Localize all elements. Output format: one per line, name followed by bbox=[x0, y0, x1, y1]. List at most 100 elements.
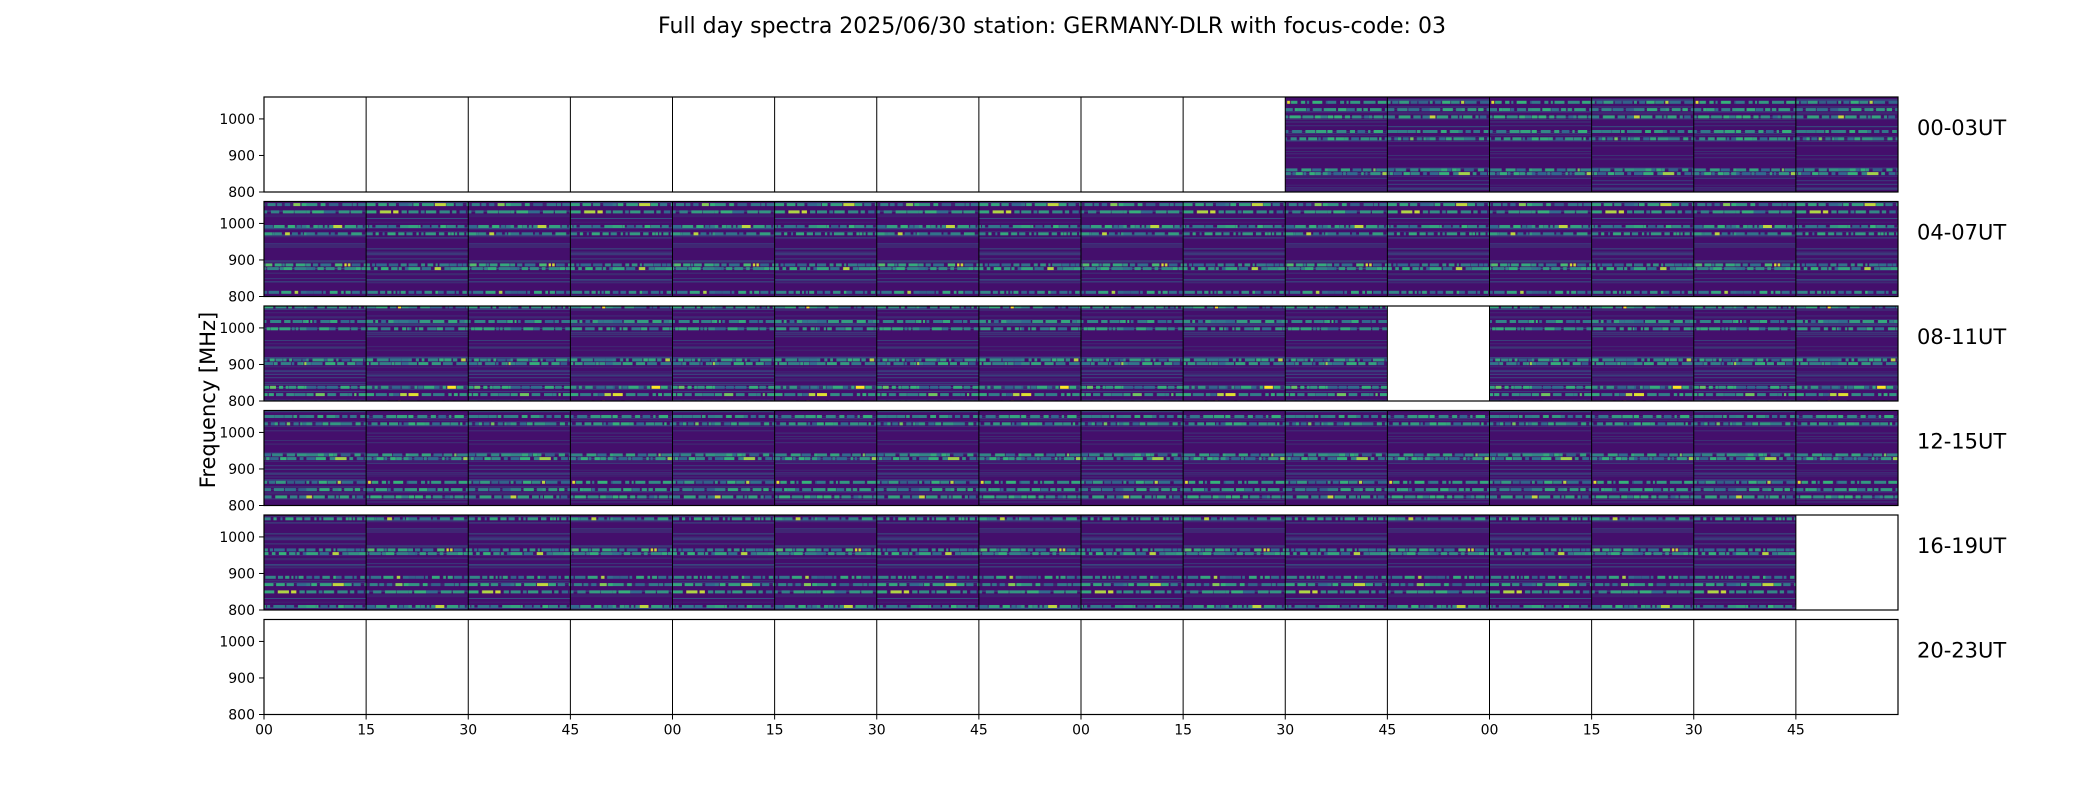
spectrogram-panel bbox=[366, 410, 469, 506]
spectrogram-panel bbox=[1693, 201, 1796, 297]
spectrogram-panel bbox=[570, 515, 673, 610]
spectrogram-panel bbox=[876, 201, 979, 297]
x-tick-label: 15 bbox=[1583, 723, 1601, 739]
spectrogram-panel bbox=[1591, 201, 1694, 297]
spectrogram-panel bbox=[978, 306, 1081, 401]
x-tick-label: 15 bbox=[357, 723, 375, 739]
spectra-row: 800 900 1000 04-07UT bbox=[219, 200, 2006, 306]
spectra-rows: 800 900 1000 00-03UT 800 900 1000 04-07UT 800 900… bbox=[219, 96, 2006, 724]
spectrogram-panel bbox=[774, 306, 877, 401]
spectrogram-panel bbox=[1081, 201, 1184, 297]
spectrogram-panel bbox=[1081, 306, 1184, 401]
y-tick-label: 900 bbox=[228, 148, 255, 164]
row-time-label: 08-11UT bbox=[1917, 325, 2006, 349]
spectrogram-panel bbox=[570, 306, 673, 401]
spectrogram-panel bbox=[1693, 97, 1796, 192]
spectrogram-panel bbox=[1489, 97, 1592, 192]
spectrogram-panel bbox=[1693, 515, 1796, 610]
spectrogram-panel bbox=[1183, 306, 1286, 401]
spectrogram-panel bbox=[672, 515, 775, 610]
x-tick-label: 00 bbox=[664, 723, 682, 739]
y-tick-label: 1000 bbox=[219, 321, 255, 337]
x-tick-label: 30 bbox=[1276, 723, 1294, 739]
row-time-label: 12-15UT bbox=[1917, 430, 2006, 454]
spectrogram-panel bbox=[1489, 515, 1592, 610]
y-tick-label: 900 bbox=[228, 253, 255, 269]
spectrogram-panel bbox=[1591, 97, 1694, 192]
spectrogram-panel bbox=[468, 515, 571, 610]
x-tick-label: 15 bbox=[1174, 723, 1192, 739]
spectrogram-panel bbox=[1591, 515, 1694, 610]
x-tick-label: 30 bbox=[459, 723, 477, 739]
y-tick-label: 800 bbox=[228, 290, 255, 306]
spectrogram-panel bbox=[1387, 201, 1490, 297]
x-tick-label: 45 bbox=[561, 723, 579, 739]
y-tick-label: 1000 bbox=[219, 425, 255, 441]
spectrogram-panel bbox=[1183, 201, 1286, 297]
spectrogram-panel bbox=[978, 201, 1081, 297]
spectrogram-panel bbox=[1183, 515, 1286, 610]
spectrogram-panel bbox=[1489, 201, 1592, 297]
y-tick-label: 800 bbox=[228, 499, 255, 515]
spectrogram-panel bbox=[1591, 410, 1694, 506]
spectrogram-panel bbox=[978, 410, 1081, 506]
spectra-row: 800 900 1000 08-11UT bbox=[219, 305, 2006, 410]
spectrogram-panel bbox=[570, 201, 673, 297]
row-frame bbox=[263, 200, 1899, 298]
spectrogram-panel bbox=[1387, 410, 1490, 506]
row-time-label: 20-23UT bbox=[1917, 639, 2006, 663]
spectrogram-panel bbox=[264, 515, 367, 610]
spectrogram-panel bbox=[1183, 410, 1286, 506]
spectrogram-panel bbox=[468, 306, 571, 401]
spectrogram-panel bbox=[672, 306, 775, 401]
spectrogram-panel bbox=[366, 306, 469, 401]
spectrogram-panel bbox=[672, 410, 775, 506]
x-tick-label: 00 bbox=[1072, 723, 1090, 739]
spectrogram-panel bbox=[1795, 201, 1898, 297]
y-tick-label: 800 bbox=[228, 708, 255, 724]
y-tick-label: 1000 bbox=[219, 634, 255, 650]
spectrogram-panel bbox=[264, 410, 367, 506]
row-frame bbox=[263, 514, 1899, 611]
spectrogram-panel bbox=[1285, 515, 1388, 610]
spectra-row: 800 900 1000 16-19UT bbox=[219, 514, 2006, 619]
y-axis-label: Frequency [MHz] bbox=[196, 312, 220, 488]
row-time-label: 04-07UT bbox=[1917, 221, 2006, 245]
spectrogram-panel bbox=[774, 410, 877, 506]
spectrogram-panel bbox=[570, 410, 673, 506]
spectra-row: 800 900 1000 20-23UT bbox=[219, 618, 2006, 724]
y-tick-label: 800 bbox=[228, 394, 255, 410]
x-tick-label: 30 bbox=[1685, 723, 1703, 739]
spectrogram-panel bbox=[264, 201, 367, 297]
spectrogram-panel bbox=[1285, 201, 1388, 297]
spectrogram-panel bbox=[1795, 306, 1898, 401]
spectrogram-panel bbox=[1285, 306, 1388, 401]
spectrogram-panel bbox=[774, 201, 877, 297]
x-tick-label: 00 bbox=[1481, 723, 1499, 739]
spectrogram-panel bbox=[672, 201, 775, 297]
spectrogram-panel bbox=[1693, 306, 1796, 401]
spectra-row: 800 900 1000 12-15UT bbox=[219, 409, 2006, 515]
spectrogram-panel bbox=[264, 306, 367, 401]
spectrogram-panel bbox=[1489, 410, 1592, 506]
x-tick-label: 00 bbox=[255, 723, 273, 739]
y-tick-label: 1000 bbox=[219, 530, 255, 546]
spectrogram-panel bbox=[1795, 97, 1898, 192]
spectrogram-panel bbox=[1081, 515, 1184, 610]
spectrogram-panel bbox=[876, 410, 979, 506]
spectrogram-panel bbox=[1489, 306, 1592, 401]
spectrogram-panel bbox=[978, 515, 1081, 610]
spectrogram-panel bbox=[1591, 306, 1694, 401]
x-tick-label: 45 bbox=[1378, 723, 1396, 739]
y-tick-label: 900 bbox=[228, 462, 255, 478]
spectrogram-panel bbox=[876, 515, 979, 610]
x-tick-label: 15 bbox=[766, 723, 784, 739]
spectrogram-panel bbox=[468, 201, 571, 297]
y-tick-label: 1000 bbox=[219, 216, 255, 232]
row-time-label: 16-19UT bbox=[1917, 534, 2006, 558]
y-tick-label: 1000 bbox=[219, 112, 255, 128]
spectrogram-panel bbox=[1387, 515, 1490, 610]
row-frame bbox=[263, 409, 1899, 507]
spectrogram-panel bbox=[1693, 410, 1796, 506]
chart-title: Full day spectra 2025/06/30 station: GER… bbox=[658, 14, 1446, 39]
